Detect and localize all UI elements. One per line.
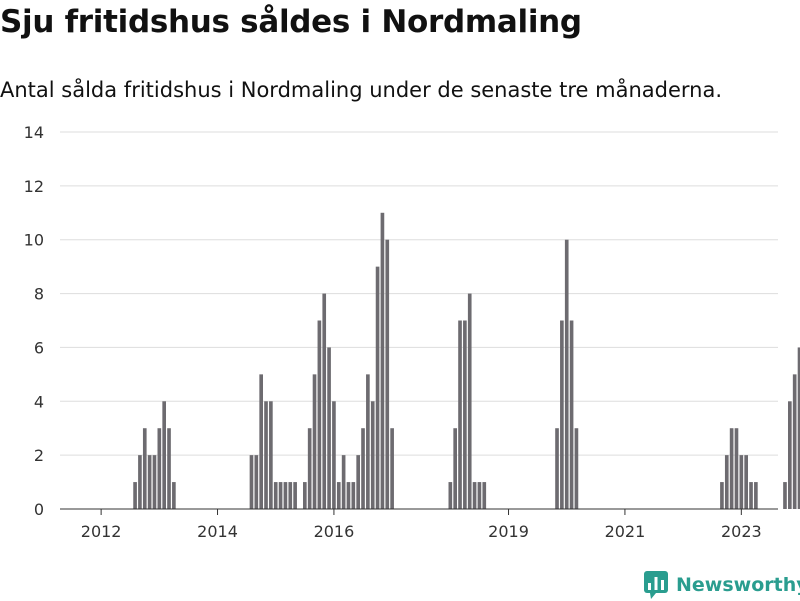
bar — [346, 482, 351, 509]
bar — [317, 320, 322, 509]
bar — [564, 239, 569, 509]
bar — [147, 455, 152, 509]
chart-subtitle: Antal sålda fritidshus i Nordmaling unde… — [0, 78, 722, 102]
bar — [157, 428, 162, 509]
y-axis-labels: 0 2 4 6 8 10 12 14 — [24, 123, 44, 519]
x-tick-label: 2016 — [314, 522, 355, 541]
bar — [303, 482, 307, 509]
x-axis-labels: 2012201420162019202120232025 — [81, 509, 762, 541]
bar — [783, 482, 787, 509]
bar — [385, 239, 390, 509]
bar — [560, 320, 564, 509]
gridlines — [60, 131, 778, 456]
bar — [336, 482, 341, 509]
bar — [361, 428, 365, 509]
x-tick-label: 2023 — [721, 522, 762, 541]
y-tick-label: 6 — [34, 338, 44, 357]
bar — [749, 482, 753, 509]
bar — [720, 482, 724, 509]
bar — [293, 482, 297, 509]
bar — [472, 482, 477, 509]
bar — [322, 293, 327, 509]
bar — [307, 428, 312, 509]
bar — [744, 455, 748, 509]
chart-title: Sju fritidshus såldes i Nordmaling — [0, 4, 582, 40]
bar — [172, 482, 176, 509]
x-tick-label: 2012 — [81, 522, 122, 541]
y-tick-label: 8 — [34, 285, 44, 304]
bar — [482, 482, 487, 509]
x-tick-label: 2014 — [197, 522, 238, 541]
y-tick-label: 14 — [24, 123, 44, 142]
bar — [729, 428, 734, 509]
bar — [142, 428, 147, 509]
bar — [152, 455, 157, 509]
bar — [739, 455, 744, 509]
bar — [167, 428, 171, 509]
bar — [138, 455, 142, 509]
bar — [269, 401, 273, 509]
bar — [327, 347, 331, 509]
brand-name: Newsworthy — [676, 574, 800, 596]
x-tick-label: 2021 — [605, 522, 646, 541]
bar — [458, 320, 462, 509]
bar — [375, 266, 380, 509]
bar — [370, 401, 375, 509]
bar — [448, 482, 453, 509]
y-tick-label: 12 — [24, 177, 44, 196]
bar — [390, 428, 394, 509]
bar — [254, 455, 259, 509]
y-tick-label: 0 — [34, 500, 44, 519]
bar — [288, 482, 293, 509]
bar — [356, 455, 360, 509]
x-tick-label: 2019 — [488, 522, 529, 541]
bar — [792, 374, 797, 509]
bar — [259, 374, 263, 509]
bar — [380, 212, 385, 510]
bar — [249, 455, 254, 509]
bar — [463, 320, 467, 509]
bar — [724, 455, 729, 509]
bar — [453, 428, 457, 509]
bar — [754, 482, 758, 509]
bar — [467, 293, 472, 509]
bar — [341, 455, 346, 509]
bar — [264, 401, 268, 509]
bar — [366, 374, 370, 509]
newsworthy-logo: Newsworthy — [644, 569, 800, 601]
bar — [312, 374, 317, 509]
bar-chart-bubble-icon — [644, 571, 668, 599]
y-tick-label: 2 — [34, 446, 44, 465]
y-tick-label: 10 — [24, 231, 44, 250]
bar — [332, 401, 336, 509]
bar — [734, 428, 739, 509]
bar — [351, 482, 356, 509]
bar — [788, 401, 792, 509]
bar — [555, 428, 559, 509]
bar — [574, 428, 579, 509]
bar — [278, 482, 283, 509]
y-tick-label: 4 — [34, 392, 44, 411]
bar — [283, 482, 288, 509]
bar — [162, 401, 166, 509]
bar — [133, 482, 137, 509]
bar — [797, 347, 800, 509]
bars — [133, 212, 800, 510]
bar — [569, 320, 574, 509]
bar — [273, 482, 278, 509]
bar — [477, 482, 482, 509]
